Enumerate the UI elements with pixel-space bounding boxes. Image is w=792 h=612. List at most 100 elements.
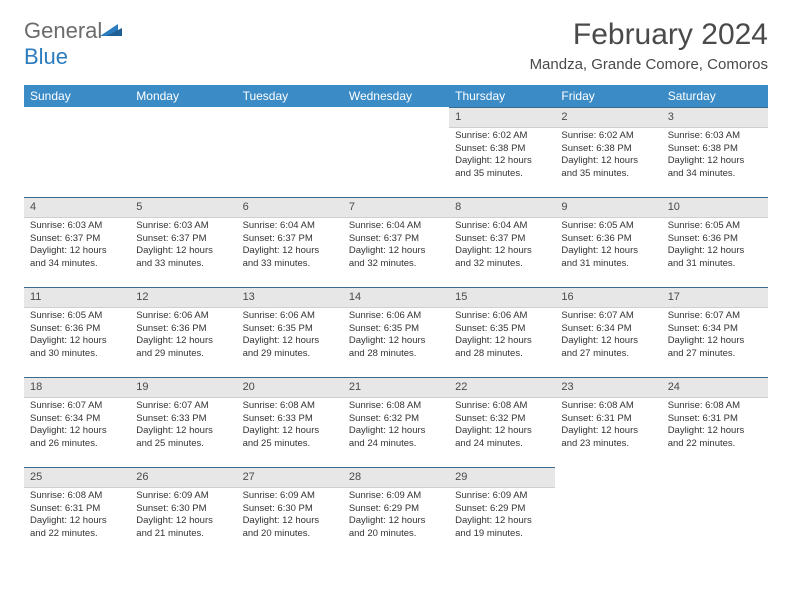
- weekday-header: Sunday: [24, 85, 130, 107]
- daylight-text: Daylight: 12 hours and 32 minutes.: [455, 245, 549, 271]
- month-title: February 2024: [530, 18, 768, 52]
- sunset-text: Sunset: 6:36 PM: [30, 323, 124, 336]
- sunrise-text: Sunrise: 6:06 AM: [349, 310, 443, 323]
- sunset-text: Sunset: 6:34 PM: [30, 413, 124, 426]
- weekday-header: Wednesday: [343, 85, 449, 107]
- sunset-text: Sunset: 6:32 PM: [349, 413, 443, 426]
- weekday-header: Saturday: [662, 85, 768, 107]
- calendar-cell: 13Sunrise: 6:06 AMSunset: 6:35 PMDayligh…: [237, 287, 343, 377]
- sunrise-text: Sunrise: 6:07 AM: [561, 310, 655, 323]
- weekday-header: Tuesday: [237, 85, 343, 107]
- sunrise-text: Sunrise: 6:03 AM: [30, 220, 124, 233]
- day-details: Sunrise: 6:03 AMSunset: 6:37 PMDaylight:…: [130, 218, 236, 275]
- calendar-cell: [343, 107, 449, 197]
- day-number: 1: [449, 107, 555, 128]
- sunset-text: Sunset: 6:36 PM: [561, 233, 655, 246]
- calendar-cell: [662, 467, 768, 557]
- day-number: 19: [130, 377, 236, 398]
- daylight-text: Daylight: 12 hours and 22 minutes.: [30, 515, 124, 541]
- day-details: Sunrise: 6:08 AMSunset: 6:31 PMDaylight:…: [555, 398, 661, 455]
- weekday-header-row: SundayMondayTuesdayWednesdayThursdayFrid…: [24, 85, 768, 107]
- calendar-cell: 19Sunrise: 6:07 AMSunset: 6:33 PMDayligh…: [130, 377, 236, 467]
- day-number: 29: [449, 467, 555, 488]
- calendar-cell: 20Sunrise: 6:08 AMSunset: 6:33 PMDayligh…: [237, 377, 343, 467]
- day-details: Sunrise: 6:04 AMSunset: 6:37 PMDaylight:…: [449, 218, 555, 275]
- calendar-cell: 9Sunrise: 6:05 AMSunset: 6:36 PMDaylight…: [555, 197, 661, 287]
- sunrise-text: Sunrise: 6:02 AM: [455, 130, 549, 143]
- day-details: Sunrise: 6:09 AMSunset: 6:29 PMDaylight:…: [343, 488, 449, 545]
- daylight-text: Daylight: 12 hours and 32 minutes.: [349, 245, 443, 271]
- day-details: Sunrise: 6:07 AMSunset: 6:34 PMDaylight:…: [24, 398, 130, 455]
- day-details: Sunrise: 6:03 AMSunset: 6:37 PMDaylight:…: [24, 218, 130, 275]
- sunset-text: Sunset: 6:35 PM: [455, 323, 549, 336]
- calendar-cell: 3Sunrise: 6:03 AMSunset: 6:38 PMDaylight…: [662, 107, 768, 197]
- day-details: Sunrise: 6:08 AMSunset: 6:33 PMDaylight:…: [237, 398, 343, 455]
- calendar-cell: 1Sunrise: 6:02 AMSunset: 6:38 PMDaylight…: [449, 107, 555, 197]
- sunset-text: Sunset: 6:38 PM: [455, 143, 549, 156]
- sunrise-text: Sunrise: 6:06 AM: [455, 310, 549, 323]
- calendar-cell: 27Sunrise: 6:09 AMSunset: 6:30 PMDayligh…: [237, 467, 343, 557]
- day-number: 27: [237, 467, 343, 488]
- day-details: Sunrise: 6:05 AMSunset: 6:36 PMDaylight:…: [662, 218, 768, 275]
- calendar-cell: 22Sunrise: 6:08 AMSunset: 6:32 PMDayligh…: [449, 377, 555, 467]
- daylight-text: Daylight: 12 hours and 34 minutes.: [30, 245, 124, 271]
- sunrise-text: Sunrise: 6:08 AM: [668, 400, 762, 413]
- calendar-cell: 21Sunrise: 6:08 AMSunset: 6:32 PMDayligh…: [343, 377, 449, 467]
- sunrise-text: Sunrise: 6:08 AM: [243, 400, 337, 413]
- day-number: 28: [343, 467, 449, 488]
- day-details: Sunrise: 6:09 AMSunset: 6:30 PMDaylight:…: [237, 488, 343, 545]
- day-details: Sunrise: 6:07 AMSunset: 6:34 PMDaylight:…: [555, 308, 661, 365]
- calendar-cell: 24Sunrise: 6:08 AMSunset: 6:31 PMDayligh…: [662, 377, 768, 467]
- sunrise-text: Sunrise: 6:05 AM: [561, 220, 655, 233]
- day-details: Sunrise: 6:02 AMSunset: 6:38 PMDaylight:…: [449, 128, 555, 185]
- brand-word1: General: [24, 18, 102, 43]
- day-details: Sunrise: 6:08 AMSunset: 6:31 PMDaylight:…: [662, 398, 768, 455]
- sunset-text: Sunset: 6:34 PM: [561, 323, 655, 336]
- sunrise-text: Sunrise: 6:03 AM: [136, 220, 230, 233]
- sunset-text: Sunset: 6:30 PM: [243, 503, 337, 516]
- calendar-week-row: 25Sunrise: 6:08 AMSunset: 6:31 PMDayligh…: [24, 467, 768, 557]
- daylight-text: Daylight: 12 hours and 28 minutes.: [349, 335, 443, 361]
- daylight-text: Daylight: 12 hours and 22 minutes.: [668, 425, 762, 451]
- daylight-text: Daylight: 12 hours and 25 minutes.: [243, 425, 337, 451]
- day-details: Sunrise: 6:09 AMSunset: 6:30 PMDaylight:…: [130, 488, 236, 545]
- daylight-text: Daylight: 12 hours and 30 minutes.: [30, 335, 124, 361]
- day-number: 26: [130, 467, 236, 488]
- day-details: Sunrise: 6:04 AMSunset: 6:37 PMDaylight:…: [237, 218, 343, 275]
- sunset-text: Sunset: 6:37 PM: [243, 233, 337, 246]
- sunset-text: Sunset: 6:29 PM: [349, 503, 443, 516]
- calendar-cell: 17Sunrise: 6:07 AMSunset: 6:34 PMDayligh…: [662, 287, 768, 377]
- day-number: 2: [555, 107, 661, 128]
- sunrise-text: Sunrise: 6:06 AM: [243, 310, 337, 323]
- day-details: Sunrise: 6:04 AMSunset: 6:37 PMDaylight:…: [343, 218, 449, 275]
- daylight-text: Daylight: 12 hours and 34 minutes.: [668, 155, 762, 181]
- day-number: 14: [343, 287, 449, 308]
- calendar-cell: 2Sunrise: 6:02 AMSunset: 6:38 PMDaylight…: [555, 107, 661, 197]
- day-number: 5: [130, 197, 236, 218]
- daylight-text: Daylight: 12 hours and 28 minutes.: [455, 335, 549, 361]
- sunrise-text: Sunrise: 6:07 AM: [668, 310, 762, 323]
- day-number: 18: [24, 377, 130, 398]
- brand-word2: Blue: [24, 44, 68, 69]
- day-number: 9: [555, 197, 661, 218]
- sunset-text: Sunset: 6:33 PM: [136, 413, 230, 426]
- day-number: 16: [555, 287, 661, 308]
- calendar-week-row: 4Sunrise: 6:03 AMSunset: 6:37 PMDaylight…: [24, 197, 768, 287]
- title-block: February 2024 Mandza, Grande Comore, Com…: [530, 18, 768, 73]
- daylight-text: Daylight: 12 hours and 33 minutes.: [243, 245, 337, 271]
- sunrise-text: Sunrise: 6:05 AM: [668, 220, 762, 233]
- sunset-text: Sunset: 6:30 PM: [136, 503, 230, 516]
- calendar-cell: [555, 467, 661, 557]
- sunrise-text: Sunrise: 6:09 AM: [455, 490, 549, 503]
- header: General Blue February 2024 Mandza, Grand…: [24, 18, 768, 73]
- calendar-cell: 16Sunrise: 6:07 AMSunset: 6:34 PMDayligh…: [555, 287, 661, 377]
- day-details: Sunrise: 6:08 AMSunset: 6:32 PMDaylight:…: [343, 398, 449, 455]
- calendar-body: 1Sunrise: 6:02 AMSunset: 6:38 PMDaylight…: [24, 107, 768, 557]
- day-number: 8: [449, 197, 555, 218]
- calendar-cell: 18Sunrise: 6:07 AMSunset: 6:34 PMDayligh…: [24, 377, 130, 467]
- sunset-text: Sunset: 6:37 PM: [136, 233, 230, 246]
- calendar-cell: 29Sunrise: 6:09 AMSunset: 6:29 PMDayligh…: [449, 467, 555, 557]
- sunset-text: Sunset: 6:33 PM: [243, 413, 337, 426]
- sunrise-text: Sunrise: 6:08 AM: [349, 400, 443, 413]
- location-text: Mandza, Grande Comore, Comoros: [530, 56, 768, 73]
